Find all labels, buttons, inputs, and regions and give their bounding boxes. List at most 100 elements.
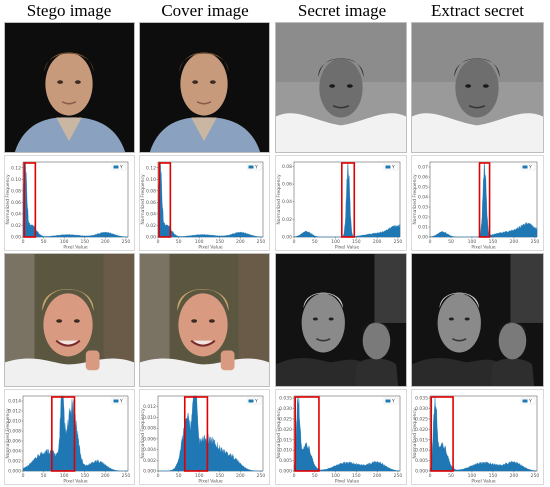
- y-tick-label: 0.08: [11, 188, 21, 194]
- x-axis-label: Pixel Value: [198, 245, 222, 251]
- histogram-svg: 0.000 0.002 0.004 0.006 0.008 0.010 0.012 0.014…: [5, 395, 130, 485]
- legend: Y: [383, 397, 399, 405]
- highlight-box: [341, 162, 356, 238]
- y-tick-label: 0.00: [11, 235, 21, 241]
- legend-swatch: [113, 399, 119, 403]
- x-tick-label: 150: [80, 239, 89, 245]
- histogram-extract-row1: 0.00 0.01 0.02 0.03 0.04 0.05 0.06 0.07 0 50 100 15…: [411, 155, 544, 251]
- histogram-svg: 0.00 0.01 0.02 0.03 0.04 0.05 0.06 0.07 0 50 100 15…: [412, 161, 539, 251]
- legend-box: [383, 397, 399, 405]
- x-tick-label: 0: [429, 473, 432, 479]
- legend-box: [520, 163, 536, 171]
- y-tick-label: 0.12: [146, 165, 156, 171]
- x-tick-label: 150: [352, 473, 361, 479]
- x-tick-label: 0: [429, 239, 432, 245]
- y-tick-label: 0.035: [279, 396, 292, 402]
- extract-secret-man-2: [411, 22, 544, 153]
- x-tick-label: 150: [80, 473, 89, 479]
- highlight-box: [294, 396, 320, 472]
- legend-label: Y: [391, 165, 395, 171]
- y-axis-label: Normalized Frequency: [412, 408, 418, 459]
- x-tick-label: 250: [394, 239, 403, 245]
- histogram-extract-row2: 0.000 0.005 0.010 0.015 0.020 0.025 0.030 0.035…: [411, 389, 544, 485]
- x-tick-label: 100: [331, 473, 340, 479]
- x-tick-label: 250: [531, 473, 540, 479]
- y-tick-label: 0.006: [8, 439, 21, 445]
- histogram-stego-row1: 0.00 0.02 0.04 0.06 0.08 0.10 0.12 0 50 100 150 200…: [4, 155, 135, 251]
- legend-swatch: [522, 399, 528, 403]
- column-title-extract: Extract secret: [431, 1, 524, 20]
- x-tick-label: 150: [352, 239, 361, 245]
- legend-swatch: [113, 165, 119, 169]
- column-title-stego: Stego image: [26, 1, 112, 20]
- y-tick-label: 0.012: [8, 409, 21, 415]
- y-tick-label: 0.07: [418, 165, 428, 171]
- histogram-svg: 0.000 0.002 0.004 0.006 0.008 0.010 0.012 0 50 10…: [140, 395, 266, 484]
- legend-label: Y: [119, 165, 123, 171]
- y-tick-label: 0.008: [8, 429, 21, 435]
- x-tick-label: 0: [293, 473, 296, 479]
- y-tick-label: 0.02: [282, 217, 292, 223]
- x-tick-label: 200: [236, 239, 245, 245]
- histogram-secret-row2: 0.000 0.005 0.010 0.015 0.020 0.025 0.030 0.035…: [275, 389, 407, 485]
- legend-label: Y: [391, 399, 395, 405]
- x-tick-label: 100: [60, 239, 69, 245]
- histogram-area: [157, 161, 264, 238]
- legend-label: Y: [528, 399, 532, 405]
- stego-image-man-3: [4, 253, 135, 387]
- legend: Y: [520, 163, 536, 171]
- y-tick-label: 0.000: [143, 469, 156, 475]
- x-axis-label: Pixel Value: [63, 479, 87, 485]
- x-tick-label: 50: [41, 473, 47, 479]
- x-tick-label: 100: [195, 239, 204, 245]
- highlight-box: [158, 162, 172, 238]
- y-tick-label: 0.04: [418, 195, 428, 201]
- x-tick-label: 200: [101, 473, 110, 479]
- histogram-svg: 0.00 0.02 0.04 0.06 0.08 0 50 100 150 200 250 Pixel…: [276, 161, 403, 250]
- y-tick-label: 0.000: [279, 469, 292, 475]
- legend-label: Y: [254, 399, 258, 405]
- x-tick-label: 200: [373, 239, 382, 245]
- x-tick-label: 50: [312, 473, 318, 479]
- y-tick-label: 0.010: [143, 415, 156, 421]
- x-tick-label: 200: [236, 473, 245, 479]
- legend-box: [520, 397, 536, 405]
- legend-swatch: [385, 165, 391, 169]
- highlight-box: [430, 396, 454, 472]
- y-tick-label: 0.01: [418, 225, 428, 231]
- x-tick-label: 250: [257, 473, 266, 479]
- y-tick-label: 0.010: [8, 419, 21, 425]
- y-tick-label: 0.06: [11, 200, 21, 206]
- y-tick-label: 0.002: [8, 459, 21, 465]
- y-axis-label: Normalized Frequency: [140, 174, 146, 225]
- y-tick-label: 0.00: [418, 235, 428, 241]
- x-axis-label: Pixel Value: [63, 245, 87, 251]
- x-axis-label: Pixel Value: [335, 479, 359, 485]
- y-tick-label: 0.08: [282, 164, 292, 170]
- y-tick-label: 0.06: [282, 182, 292, 188]
- y-tick-label: 0.00: [282, 235, 292, 241]
- stego-image-man-1: [4, 22, 135, 153]
- y-tick-label: 0.035: [415, 396, 428, 402]
- legend-box: [246, 397, 262, 405]
- x-tick-label: 200: [510, 239, 519, 245]
- legend: Y: [111, 397, 127, 405]
- y-axis-label: Normalized Frequency: [5, 408, 11, 459]
- y-tick-label: 0.02: [418, 215, 428, 221]
- y-tick-label: 0.020: [415, 427, 428, 433]
- cover-image-man-1: [139, 22, 270, 153]
- legend-swatch: [385, 399, 391, 403]
- y-tick-label: 0.005: [415, 458, 428, 464]
- histogram-stego-row2: 0.000 0.002 0.004 0.006 0.008 0.010 0.012 0.014…: [4, 389, 135, 485]
- x-tick-label: 150: [489, 239, 498, 245]
- x-tick-label: 100: [195, 473, 204, 479]
- y-tick-label: 0.10: [11, 177, 21, 183]
- y-axis-label: Normalized Frequency: [412, 174, 418, 225]
- x-axis-label: Pixel Value: [471, 245, 495, 251]
- legend: Y: [246, 397, 262, 405]
- x-axis-label: Pixel Value: [471, 479, 495, 485]
- x-tick-label: 150: [489, 473, 498, 479]
- x-tick-label: 50: [176, 473, 182, 479]
- y-tick-label: 0.00: [146, 235, 156, 241]
- y-tick-label: 0.015: [415, 437, 428, 443]
